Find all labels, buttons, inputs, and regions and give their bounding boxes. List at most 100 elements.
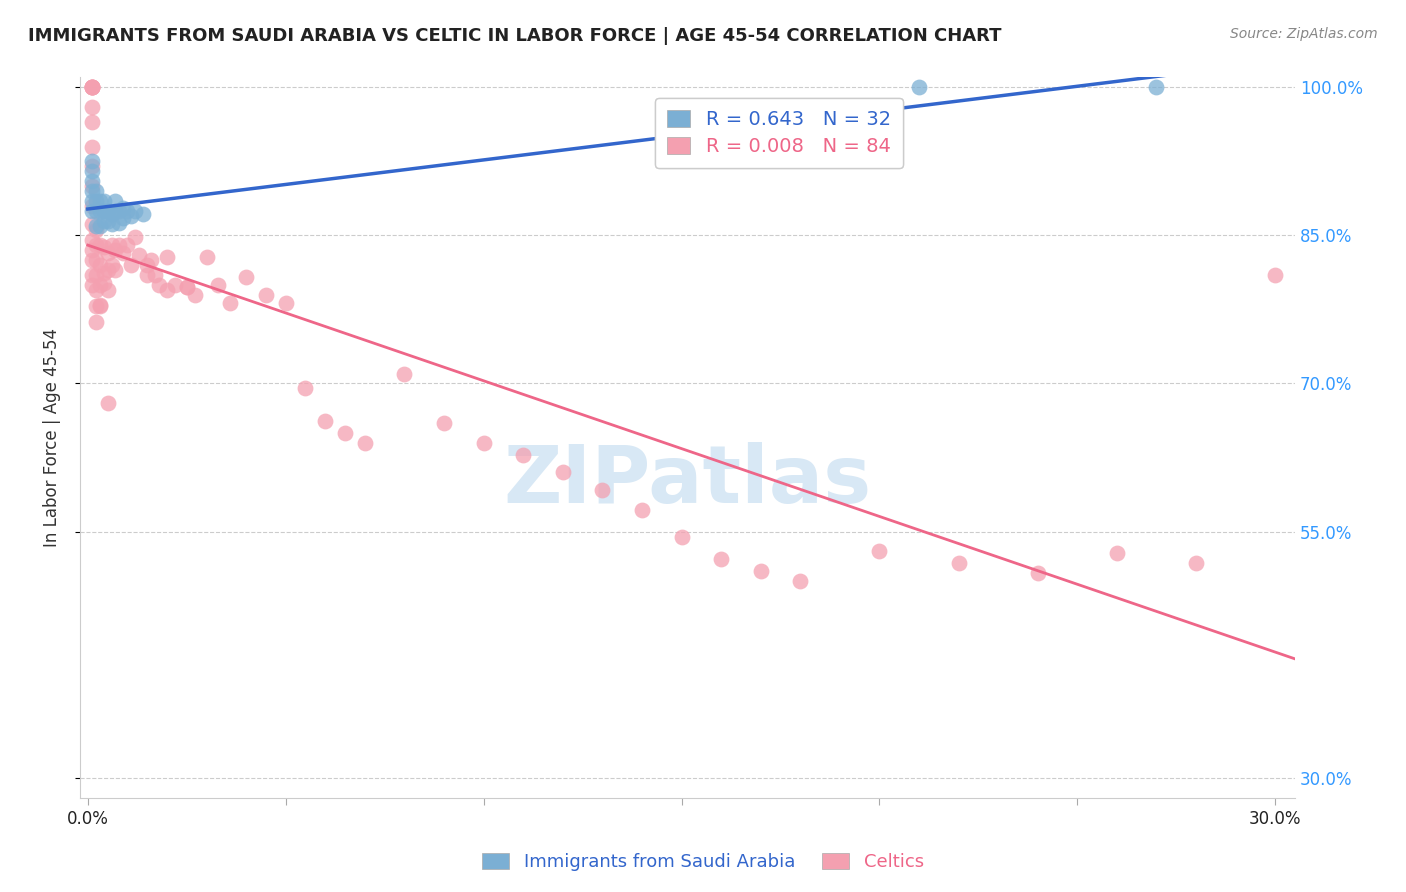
Point	[108, 238, 131, 252]
Point	[143, 268, 166, 282]
Legend: R = 0.643   N = 32, R = 0.008   N = 84: R = 0.643 N = 32, R = 0.008 N = 84	[655, 98, 903, 168]
Point	[80, 194, 103, 208]
Point	[80, 174, 103, 188]
Point	[80, 199, 103, 213]
Point	[104, 194, 127, 208]
Point	[512, 448, 534, 462]
Point	[84, 268, 107, 282]
Point	[97, 396, 120, 410]
Point	[89, 194, 111, 208]
Text: ZIPatlas: ZIPatlas	[503, 442, 872, 520]
Legend: Immigrants from Saudi Arabia, Celtics: Immigrants from Saudi Arabia, Celtics	[475, 846, 931, 879]
Y-axis label: In Labor Force | Age 45-54: In Labor Force | Age 45-54	[44, 328, 60, 548]
Point	[235, 269, 257, 284]
Point	[93, 194, 115, 208]
Point	[80, 277, 103, 292]
Point	[1185, 556, 1208, 570]
Point	[394, 367, 416, 381]
Point	[80, 139, 103, 153]
Point	[100, 238, 122, 252]
Point	[80, 244, 103, 258]
Point	[908, 80, 931, 95]
Point	[136, 258, 159, 272]
Point	[80, 184, 103, 198]
Point	[112, 211, 135, 225]
Point	[80, 179, 103, 194]
Point	[80, 164, 103, 178]
Point	[631, 503, 654, 517]
Point	[176, 279, 198, 293]
Point	[80, 154, 103, 169]
Point	[84, 283, 107, 297]
Point	[93, 203, 115, 218]
Point	[80, 268, 103, 282]
Point	[89, 277, 111, 292]
Point	[100, 258, 122, 272]
Point	[89, 297, 111, 311]
Point	[80, 80, 103, 95]
Point	[433, 416, 456, 430]
Point	[156, 283, 179, 297]
Point	[104, 203, 127, 218]
Point	[132, 207, 155, 221]
Point	[97, 213, 120, 227]
Point	[353, 435, 375, 450]
Point	[80, 80, 103, 95]
Point	[80, 80, 103, 95]
Point	[294, 381, 316, 395]
Point	[80, 100, 103, 114]
Point	[104, 244, 127, 258]
Point	[80, 80, 103, 95]
Point	[128, 248, 150, 262]
Point	[183, 287, 205, 301]
Point	[124, 230, 146, 244]
Point	[84, 238, 107, 252]
Point	[124, 203, 146, 218]
Point	[93, 266, 115, 280]
Point	[80, 253, 103, 268]
Point	[93, 240, 115, 254]
Point	[671, 529, 693, 543]
Point	[591, 483, 613, 497]
Point	[195, 250, 218, 264]
Point	[749, 564, 772, 578]
Point	[108, 216, 131, 230]
Point	[80, 80, 103, 95]
Point	[80, 217, 103, 231]
Point	[97, 246, 120, 260]
Point	[472, 435, 495, 450]
Point	[84, 223, 107, 237]
Point	[84, 194, 107, 208]
Point	[948, 556, 970, 570]
Point	[551, 466, 574, 480]
Point	[1105, 546, 1128, 560]
Point	[112, 246, 135, 260]
Point	[93, 276, 115, 290]
Point	[136, 268, 159, 282]
Point	[89, 258, 111, 272]
Point	[314, 414, 336, 428]
Point	[100, 207, 122, 221]
Point	[117, 238, 139, 252]
Point	[84, 203, 107, 218]
Point	[1026, 566, 1049, 580]
Point	[89, 300, 111, 314]
Point	[80, 159, 103, 173]
Point	[80, 115, 103, 129]
Text: Source: ZipAtlas.com: Source: ZipAtlas.com	[1230, 27, 1378, 41]
Point	[89, 219, 111, 233]
Point	[93, 213, 115, 227]
Point	[176, 279, 198, 293]
Point	[207, 277, 229, 292]
Point	[97, 283, 120, 297]
Point	[80, 233, 103, 247]
Point	[89, 203, 111, 218]
Point	[100, 217, 122, 231]
Point	[219, 295, 242, 310]
Point	[84, 315, 107, 329]
Point	[789, 574, 811, 588]
Point	[89, 238, 111, 252]
Point	[163, 277, 186, 292]
Point	[104, 263, 127, 277]
Point	[84, 219, 107, 233]
